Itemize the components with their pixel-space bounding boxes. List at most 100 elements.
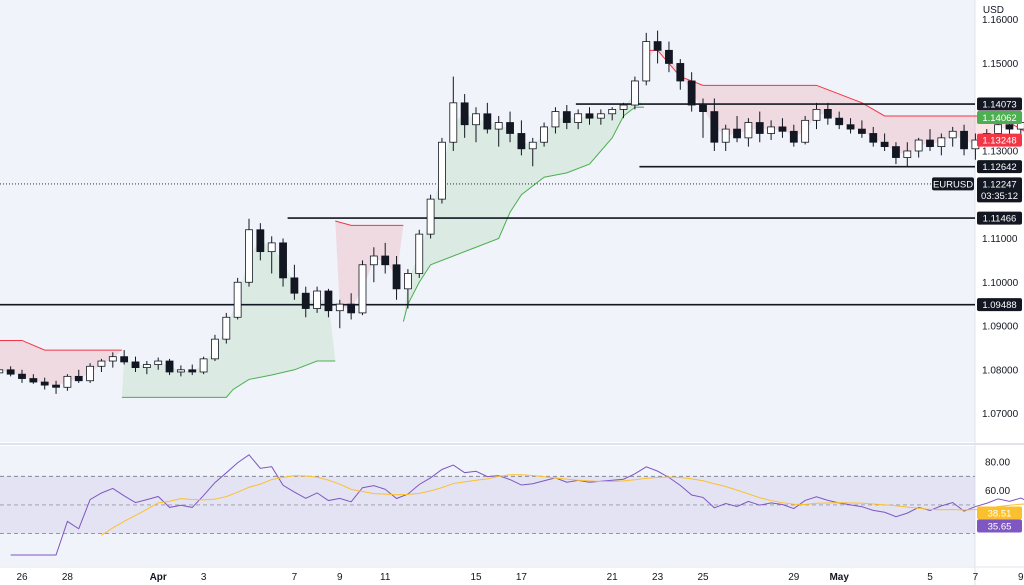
candle-body — [449, 102, 458, 143]
time-tick-label: 21 — [607, 572, 619, 583]
supertrend-fill-1 — [121, 240, 336, 398]
candle-body — [744, 122, 753, 139]
supertrend-fill-3 — [403, 92, 644, 322]
candle-body — [789, 130, 798, 143]
time-tick-label: 17 — [516, 572, 528, 583]
time-tick-label: 11 — [380, 572, 391, 583]
candle-body — [653, 41, 662, 51]
candle-body — [222, 316, 231, 340]
candle-body — [426, 198, 435, 235]
candle-body — [279, 242, 287, 279]
time-tick-label: 7 — [973, 572, 979, 583]
time-tick-label: 5 — [927, 572, 933, 583]
candle-body — [960, 130, 968, 150]
candle-body — [188, 369, 197, 373]
rsi-pane-background — [0, 446, 975, 566]
supertrend-fill-2 — [335, 221, 404, 309]
rsi-signal-tag: 35.65 — [977, 519, 1022, 533]
time-tick-label: 25 — [697, 572, 709, 583]
rsi-pane — [0, 454, 1024, 556]
candle-body — [108, 356, 117, 362]
candle-body — [290, 277, 299, 294]
current-price-bg — [977, 177, 1022, 203]
candle-body — [858, 128, 866, 134]
candle-body — [835, 117, 844, 126]
current-price-value: 1.12247 — [982, 179, 1016, 190]
candle-body — [165, 360, 174, 373]
price-label-1.12642: 1.12642 — [977, 160, 1022, 174]
currency-label[interactable]: USD — [982, 5, 1004, 16]
candle-body — [687, 80, 696, 106]
candle-body — [880, 141, 889, 148]
current-price-countdown: 03:35:12 — [981, 191, 1018, 202]
price-tick-label: 1.09000 — [982, 322, 1019, 333]
candle-body — [245, 229, 253, 283]
candle-body — [676, 63, 685, 82]
candle-body — [472, 113, 480, 126]
candle-body — [358, 264, 367, 314]
price-tick-label: 1.08000 — [982, 365, 1019, 376]
price-label-1.14073: 1.14073 — [977, 97, 1022, 111]
candle-body — [767, 126, 775, 134]
candle-body — [608, 109, 617, 115]
candle-body — [97, 360, 106, 367]
supertrend-line-up-3 — [402, 106, 644, 322]
price-label-1.13248-text: 1.13248 — [982, 136, 1016, 147]
price-label-1.14073-bg — [977, 97, 1022, 111]
supertrend-fill-0 — [0, 340, 122, 387]
candle-body — [52, 384, 60, 388]
candlestick-series — [0, 30, 1024, 394]
price-label-1.11466: 1.11466 — [977, 211, 1022, 225]
rsi-value-tag-text: 38.51 — [988, 509, 1012, 520]
price-label-1.14062: 1.14062 — [977, 111, 1022, 125]
candle-body — [937, 137, 946, 148]
candle-body — [721, 128, 730, 143]
candle-body — [403, 273, 412, 290]
supertrend-line-down-0 — [0, 339, 122, 351]
supertrend-line-down-2 — [335, 220, 404, 226]
price-tick-label: 1.11000 — [982, 234, 1018, 245]
candle-body — [233, 281, 242, 318]
candle-body — [369, 255, 378, 266]
candle-body — [596, 113, 605, 119]
price-axis: 1.160001.150001.140001.130001.120001.110… — [932, 15, 1022, 533]
time-tick-label: 9 — [1018, 572, 1024, 583]
supertrend-line-up-1 — [121, 360, 336, 398]
candle-body — [914, 139, 923, 152]
rsi-value-tag: 38.51 — [977, 506, 1022, 520]
candle-body — [494, 122, 503, 130]
price-label-1.12642-text: 1.12642 — [982, 162, 1016, 173]
time-tick-label: 3 — [201, 572, 207, 583]
candle-body — [347, 303, 356, 314]
candle-body — [994, 124, 1002, 134]
symbol-tag-bg — [932, 177, 974, 191]
candle-body — [176, 369, 185, 373]
candle-body — [1005, 124, 1014, 130]
candle-body — [335, 303, 344, 312]
candle-body — [381, 255, 390, 266]
candle-body — [199, 358, 208, 373]
price-label-1.14062-bg — [977, 111, 1022, 125]
candle-body — [483, 113, 492, 130]
candle-body — [710, 111, 719, 143]
supertrend-fill-4 — [643, 45, 1024, 155]
candle-body — [74, 375, 83, 382]
candle-body — [846, 124, 855, 130]
candle-body — [0, 369, 4, 374]
candle-body — [823, 109, 832, 119]
candle-body — [755, 122, 764, 134]
candle-body — [392, 264, 401, 290]
candle-body — [120, 356, 129, 363]
price-tick-label: 1.13000 — [982, 146, 1019, 157]
candle-body — [301, 292, 310, 309]
price-label-1.09488-text: 1.09488 — [982, 300, 1016, 311]
time-tick-label: May — [829, 572, 849, 583]
candle-body — [642, 41, 651, 82]
candle-body — [540, 126, 548, 143]
candle-body — [801, 119, 810, 143]
candle-body — [585, 113, 594, 119]
candle-body — [551, 111, 560, 128]
